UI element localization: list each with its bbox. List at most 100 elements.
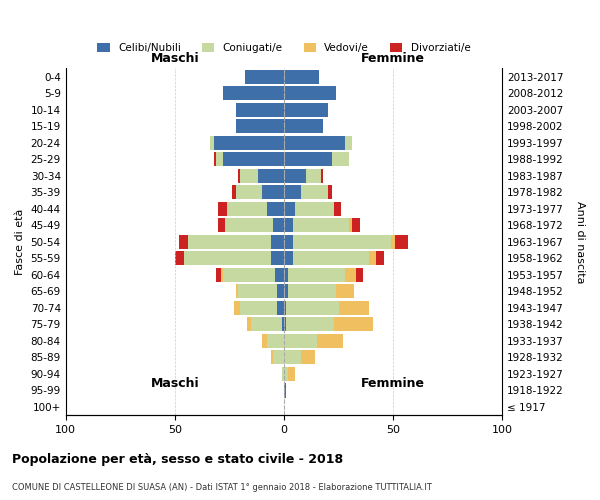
Bar [284, 102, 328, 117]
Bar [284, 301, 286, 315]
Bar [284, 318, 286, 332]
Bar [284, 152, 349, 166]
Bar [225, 218, 284, 232]
Bar [284, 168, 306, 182]
Legend: Celibi/Nubili, Coniugati/e, Vedovi/e, Divorziati/e: Celibi/Nubili, Coniugati/e, Vedovi/e, Di… [93, 39, 475, 58]
Bar [210, 136, 284, 149]
Bar [236, 185, 284, 199]
Bar [284, 70, 319, 84]
Bar [284, 301, 369, 315]
Bar [214, 152, 284, 166]
Bar [284, 268, 362, 282]
Bar [284, 350, 314, 364]
Bar [266, 334, 284, 348]
Text: Maschi: Maschi [151, 52, 199, 65]
Bar [284, 136, 352, 149]
Bar [284, 152, 349, 166]
Bar [247, 318, 284, 332]
Bar [251, 318, 284, 332]
Text: Popolazione per età, sesso e stato civile - 2018: Popolazione per età, sesso e stato civil… [12, 452, 343, 466]
Bar [284, 235, 293, 249]
Bar [258, 168, 284, 182]
Bar [223, 86, 284, 100]
Bar [284, 252, 369, 266]
Bar [227, 202, 284, 216]
Bar [284, 119, 323, 133]
Bar [238, 168, 284, 182]
Bar [284, 86, 337, 100]
Bar [184, 252, 284, 266]
Bar [284, 102, 328, 117]
Bar [236, 102, 284, 117]
Bar [262, 334, 284, 348]
Text: COMUNE DI CASTELLEONE DI SUASA (AN) - Dati ISTAT 1° gennaio 2018 - Elaborazione : COMUNE DI CASTELLEONE DI SUASA (AN) - Da… [12, 483, 432, 492]
Bar [282, 367, 284, 381]
Bar [245, 70, 284, 84]
Bar [284, 384, 286, 398]
Bar [227, 202, 284, 216]
Bar [284, 168, 321, 182]
Bar [277, 284, 284, 298]
Bar [216, 152, 284, 166]
Bar [284, 384, 286, 398]
Bar [221, 268, 284, 282]
Bar [262, 334, 284, 348]
Bar [284, 70, 319, 84]
Bar [210, 136, 284, 149]
Bar [284, 119, 323, 133]
Bar [238, 284, 284, 298]
Bar [188, 235, 284, 249]
Bar [225, 218, 284, 232]
Bar [236, 284, 284, 298]
Bar [284, 284, 289, 298]
Bar [284, 367, 295, 381]
Bar [275, 268, 284, 282]
Bar [236, 185, 284, 199]
Bar [284, 235, 395, 249]
Bar [284, 252, 385, 266]
Bar [210, 136, 284, 149]
Bar [284, 119, 323, 133]
Bar [284, 185, 332, 199]
Bar [284, 384, 286, 398]
Bar [284, 218, 361, 232]
Bar [271, 350, 284, 364]
Bar [216, 152, 284, 166]
Bar [284, 318, 334, 332]
Bar [284, 168, 321, 182]
Bar [266, 202, 284, 216]
Bar [284, 318, 373, 332]
Bar [218, 218, 284, 232]
Bar [284, 252, 376, 266]
Bar [284, 367, 289, 381]
Bar [277, 301, 284, 315]
Bar [284, 168, 323, 182]
Bar [284, 268, 345, 282]
Bar [223, 152, 284, 166]
Bar [236, 102, 284, 117]
Bar [175, 252, 284, 266]
Bar [234, 301, 284, 315]
Bar [284, 86, 337, 100]
Bar [284, 102, 328, 117]
Bar [284, 86, 337, 100]
Bar [271, 235, 284, 249]
Bar [284, 268, 356, 282]
Bar [284, 136, 352, 149]
Bar [262, 185, 284, 199]
Bar [284, 334, 317, 348]
Bar [284, 252, 293, 266]
Bar [236, 119, 284, 133]
Bar [284, 152, 332, 166]
Bar [284, 284, 354, 298]
Bar [232, 185, 284, 199]
Bar [245, 70, 284, 84]
Bar [236, 102, 284, 117]
Bar [284, 70, 319, 84]
Bar [284, 102, 328, 117]
Bar [188, 235, 284, 249]
Bar [271, 350, 284, 364]
Bar [284, 185, 328, 199]
Bar [273, 218, 284, 232]
Bar [284, 119, 323, 133]
